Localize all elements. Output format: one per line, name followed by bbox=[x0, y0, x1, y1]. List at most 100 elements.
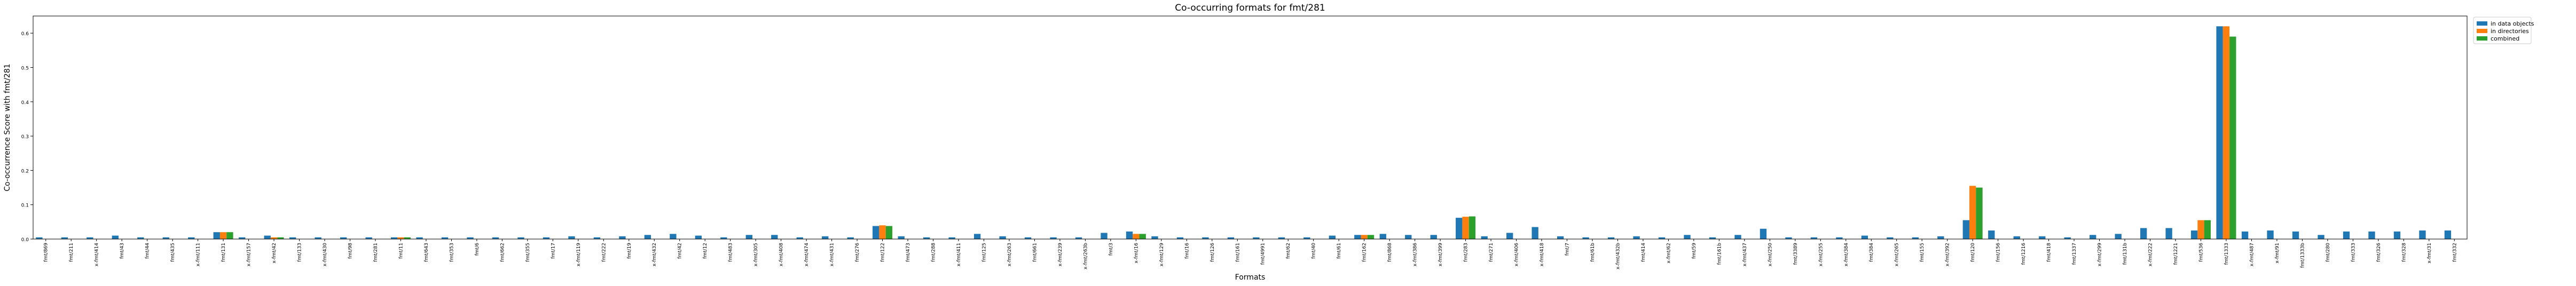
x-tick-label: x-fmt/399 bbox=[1438, 243, 1443, 267]
bar bbox=[365, 237, 372, 239]
x-tick-label: x-fmt/418 bbox=[1540, 243, 1545, 267]
bars-layer bbox=[36, 26, 2452, 240]
x-tick-label: fmt/131 bbox=[221, 243, 226, 262]
bar bbox=[619, 236, 626, 239]
bar bbox=[404, 237, 411, 239]
x-tick-label: x-fmt/42 bbox=[272, 243, 277, 264]
x-tick-label: x-fmt/430 bbox=[323, 243, 328, 267]
bar bbox=[999, 236, 1006, 239]
legend-label: in data objects bbox=[2491, 20, 2534, 27]
x-tick-label: x-fmt/263 bbox=[1007, 243, 1012, 266]
x-tick-label: fmt/281 bbox=[373, 243, 379, 262]
bar bbox=[213, 232, 220, 239]
legend-label: combined bbox=[2491, 35, 2519, 42]
x-tick-label: x-fmt/129 bbox=[1159, 243, 1165, 267]
bar bbox=[1139, 234, 1146, 239]
bar bbox=[1430, 235, 1437, 239]
bar bbox=[593, 237, 601, 239]
x-tick-label: fmt/1216 bbox=[2021, 243, 2027, 265]
bar bbox=[270, 237, 278, 239]
x-tick-label: fmt/280 bbox=[2326, 243, 2331, 262]
bar bbox=[2115, 234, 2122, 239]
bar bbox=[492, 237, 499, 239]
y-tick-label: 0.5 bbox=[21, 66, 29, 71]
x-tick-label: fmt/536 bbox=[2198, 243, 2204, 262]
bar bbox=[36, 237, 43, 239]
bar bbox=[822, 236, 829, 239]
bar bbox=[796, 237, 803, 239]
bar bbox=[1253, 237, 1260, 239]
x-tick-label: fmt/19 bbox=[627, 243, 632, 259]
bar bbox=[137, 237, 144, 239]
bar bbox=[1760, 228, 1767, 239]
bar bbox=[61, 237, 68, 239]
x-tick-label: fmt/126 bbox=[1210, 243, 1215, 262]
bar bbox=[219, 232, 227, 239]
x-tick-label: fmt/328 bbox=[2401, 243, 2407, 262]
bar bbox=[1709, 237, 1716, 239]
bar bbox=[1379, 234, 1386, 239]
x-tick-label: fmt/61b bbox=[1590, 243, 1596, 262]
bar bbox=[517, 237, 524, 239]
x-tick-label: x-fmt/255 bbox=[1818, 243, 1824, 266]
x-tick-label: fmt/162 bbox=[1362, 243, 1368, 262]
x-tick-label: fmt/155 bbox=[1920, 243, 1925, 262]
bar bbox=[568, 236, 575, 239]
bar bbox=[1303, 237, 1310, 239]
x-tick-label: x-fmt/239 bbox=[1058, 243, 1063, 267]
bar bbox=[1329, 235, 1336, 239]
x-tick-label: fmt/384 bbox=[1869, 243, 1874, 262]
x-tick-label: fmt/120 bbox=[1970, 243, 1976, 262]
bar bbox=[2039, 236, 2046, 239]
bar bbox=[2064, 237, 2071, 239]
bar bbox=[1050, 237, 1057, 239]
bar bbox=[1101, 233, 1108, 239]
bar bbox=[162, 237, 169, 239]
bar bbox=[1836, 237, 1843, 239]
x-tick-label: fmt/326 bbox=[2376, 243, 2382, 262]
bar bbox=[1481, 236, 1488, 239]
bar bbox=[2318, 235, 2324, 239]
plot-area-frame bbox=[33, 15, 2468, 240]
x-tick-label: fmt/473 bbox=[906, 243, 911, 262]
x-tick-label: fmt/1333b bbox=[2300, 243, 2305, 268]
x-tick-label: fmt/42 bbox=[678, 243, 683, 259]
bar bbox=[1468, 216, 1476, 239]
x-tick-label: x-fmt/157 bbox=[247, 243, 252, 266]
bar bbox=[885, 226, 893, 239]
x-tick-label: x-fmt/111 bbox=[196, 243, 201, 266]
bar bbox=[1988, 230, 1995, 239]
bar bbox=[1969, 186, 1976, 239]
bar bbox=[2165, 228, 2172, 239]
legend-swatch bbox=[2477, 29, 2487, 33]
bar bbox=[873, 226, 879, 239]
chart-title: Co-occurring formats for fmt/281 bbox=[1175, 3, 1325, 13]
bar bbox=[2190, 230, 2198, 239]
x-tick-label: fmt/483 bbox=[728, 243, 734, 262]
bar bbox=[1202, 237, 1209, 239]
bar bbox=[1361, 235, 1368, 239]
bar bbox=[2343, 231, 2350, 239]
x-tick-label: fmt/16 bbox=[1184, 243, 1190, 259]
x-tick-label: fmt/161 bbox=[1235, 243, 1240, 262]
bar bbox=[771, 235, 778, 239]
bar bbox=[264, 235, 271, 239]
bar bbox=[670, 234, 677, 239]
x-tick-label: x-fmt/299 bbox=[2098, 243, 2103, 267]
x-tick-label: fmt/283 bbox=[1464, 243, 1469, 262]
bar bbox=[2229, 36, 2236, 239]
bar bbox=[2241, 231, 2249, 239]
x-axis-title: Formats bbox=[1235, 273, 1266, 282]
y-tick-label: 0.6 bbox=[21, 31, 29, 37]
bar bbox=[879, 225, 886, 239]
x-tick-label: x-fmt/406 bbox=[1514, 243, 1520, 267]
bar bbox=[1785, 237, 1792, 239]
bar bbox=[2393, 231, 2401, 239]
x-tick-label: fmt/868 bbox=[1387, 243, 1393, 262]
bar bbox=[315, 237, 321, 239]
bar bbox=[2090, 235, 2096, 239]
x-tick-label: fmt/353 bbox=[449, 243, 454, 262]
x-tick-label: fmt/869 bbox=[44, 243, 49, 262]
x-tick-label: fmt/133 bbox=[297, 243, 303, 262]
